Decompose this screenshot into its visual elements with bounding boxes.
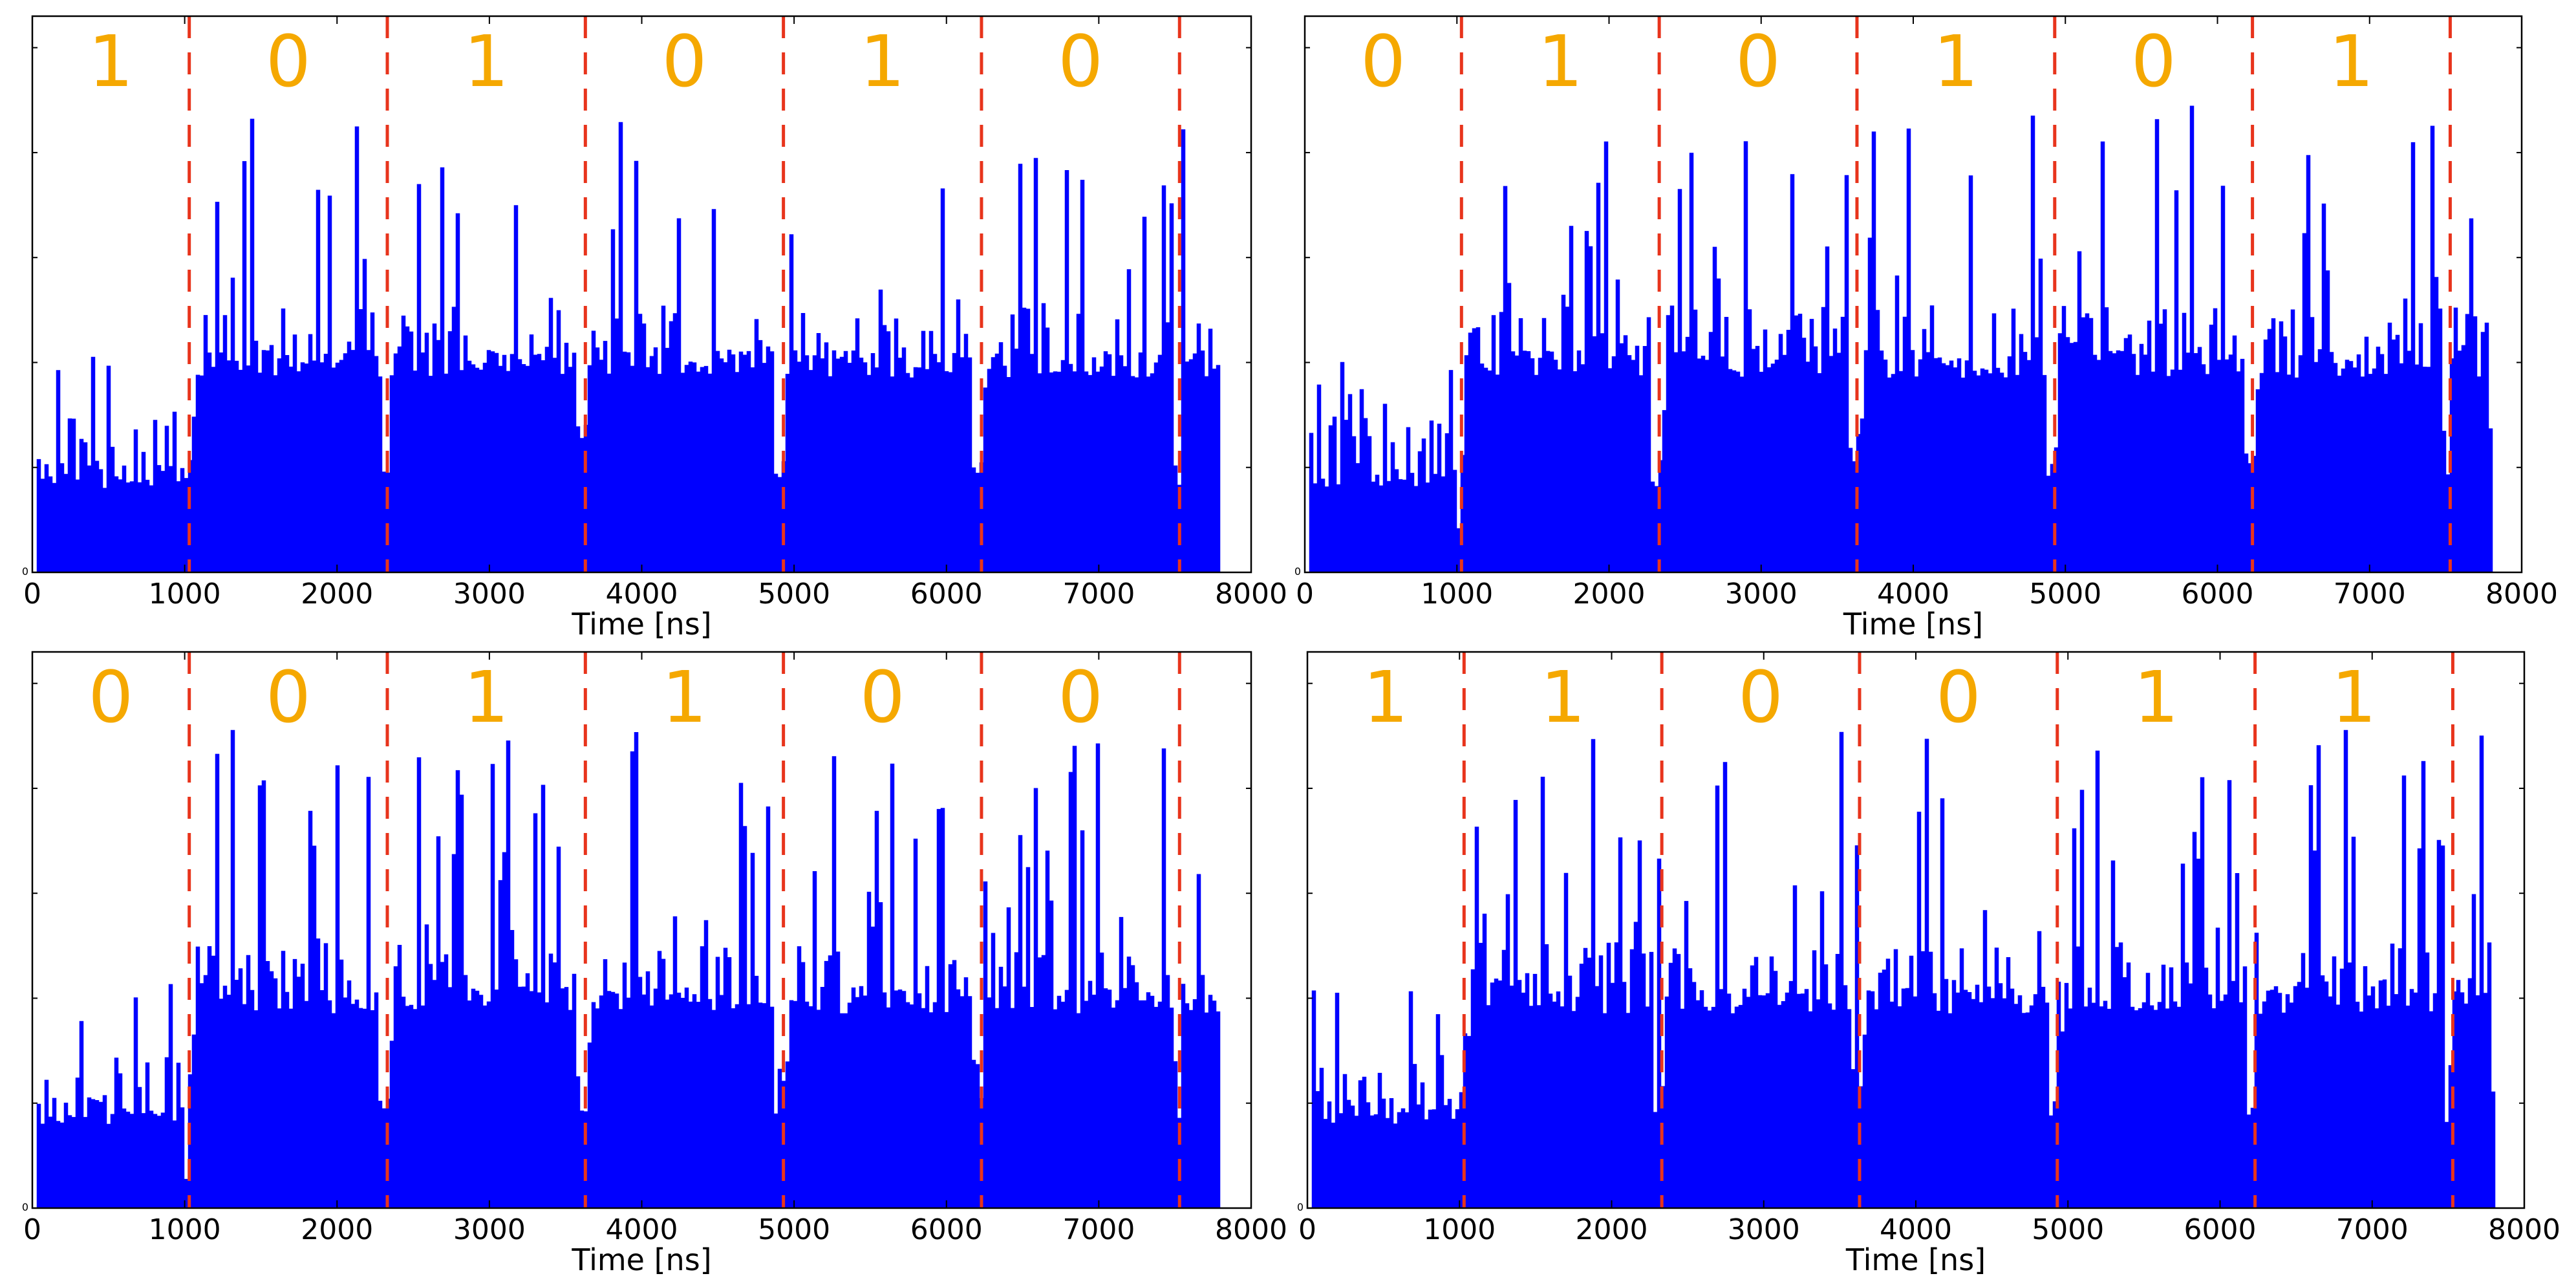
x-tick-label: 1000 (149, 1213, 221, 1246)
x-tick-label: 5000 (758, 578, 830, 611)
x-tick-label: 0 (23, 1213, 41, 1246)
x-tick-label: 0 (23, 578, 41, 611)
signal-series (1311, 730, 2496, 1208)
x-tick-label: 4000 (606, 578, 678, 611)
bit-label: 1 (661, 656, 707, 739)
x-tick-label: 1000 (149, 578, 221, 611)
y-tick-label: 0 (1294, 565, 1301, 578)
bit-label: 0 (661, 20, 707, 103)
x-axis-title: Time [ns] (571, 607, 711, 642)
x-tick-label: 6000 (2182, 578, 2254, 611)
x-tick-label: 8000 (1215, 1213, 1287, 1246)
x-tick-label: 7000 (2334, 578, 2406, 611)
bit-label: 0 (1735, 20, 1781, 103)
x-tick-label: 5000 (758, 1213, 830, 1246)
x-tick-label: 0 (1296, 578, 1314, 611)
bit-label: 0 (1058, 20, 1103, 103)
bit-label: 0 (266, 656, 311, 739)
signal-series (36, 730, 1221, 1208)
bit-label: 1 (464, 20, 509, 103)
bit-label: 1 (464, 656, 509, 739)
x-tick-label: 7000 (1062, 1213, 1135, 1246)
bit-label: 1 (88, 20, 133, 103)
x-tick-label: 8000 (2488, 1213, 2560, 1246)
bit-label: 0 (2131, 20, 2176, 103)
x-tick-label: 2000 (301, 1213, 373, 1246)
bit-label: 0 (1058, 656, 1103, 739)
bit-label: 1 (2134, 656, 2179, 739)
chart-panel-bottom-left: 0 0 1 1 0 00 1000 2000 3000 4000 5000 6000 7000 80000… (22, 651, 1287, 1277)
x-tick-label: 6000 (910, 1213, 983, 1246)
x-tick-label: 2000 (1576, 1213, 1648, 1246)
x-tick-label: 8000 (2485, 578, 2558, 611)
bit-label: 0 (266, 20, 311, 103)
x-tick-label: 1000 (1423, 1213, 1496, 1246)
x-tick-label: 0 (1298, 1213, 1316, 1246)
bit-label: 1 (2332, 656, 2377, 739)
bit-label: 0 (88, 656, 133, 739)
x-tick-label: 8000 (1215, 578, 1287, 611)
x-tick-label: 3000 (453, 1213, 526, 1246)
signal-series (36, 118, 1221, 572)
x-axis-title: Time [ns] (1845, 1242, 1986, 1277)
chart-panel-top-left: 1 0 1 0 1 00 1000 2000 3000 4000 5000 6000 7000 80000… (22, 15, 1287, 642)
x-tick-label: 5000 (2032, 1213, 2104, 1246)
bit-label: 0 (1936, 656, 1981, 739)
x-tick-label: 1000 (1421, 578, 1493, 611)
x-tick-label: 5000 (2029, 578, 2101, 611)
y-tick-label: 0 (1297, 1201, 1304, 1213)
x-tick-label: 2000 (301, 578, 373, 611)
x-tick-label: 6000 (2184, 1213, 2257, 1246)
bit-label: 1 (1933, 20, 1979, 103)
chart-panel-top-right: 0 1 0 1 0 1 0 1000 2000 3000 4000 5000 6000 7000 8000 0… (1294, 15, 2558, 642)
x-tick-label: 4000 (606, 1213, 678, 1246)
x-axis-title: Time [ns] (1843, 607, 1983, 642)
x-axis-title: Time [ns] (571, 1242, 711, 1277)
bit-label: 1 (1538, 20, 1583, 103)
bit-label: 1 (860, 20, 905, 103)
y-tick-label: 0 (22, 565, 28, 578)
bit-label: 0 (1738, 656, 1783, 739)
chart-panel-bottom-right: 1 1 0 0 1 10 1000 2000 3000 4000 5000 6000 7000 80000… (1297, 651, 2560, 1277)
x-tick-label: 7000 (1062, 578, 1135, 611)
x-tick-label: 4000 (1877, 578, 1949, 611)
bit-label: 1 (1363, 656, 1408, 739)
y-tick-label: 0 (22, 1201, 28, 1213)
x-tick-label: 3000 (1728, 1213, 1800, 1246)
signal-series (1309, 105, 2493, 572)
x-tick-label: 4000 (1880, 1213, 1952, 1246)
x-tick-label: 7000 (2336, 1213, 2409, 1246)
bit-label: 1 (1540, 656, 1585, 739)
bit-label: 0 (1360, 20, 1406, 103)
x-tick-label: 3000 (1725, 578, 1798, 611)
bit-label: 1 (2329, 20, 2374, 103)
x-tick-label: 2000 (1573, 578, 1646, 611)
x-tick-label: 3000 (453, 578, 526, 611)
x-tick-label: 6000 (910, 578, 983, 611)
bit-label: 0 (860, 656, 905, 739)
